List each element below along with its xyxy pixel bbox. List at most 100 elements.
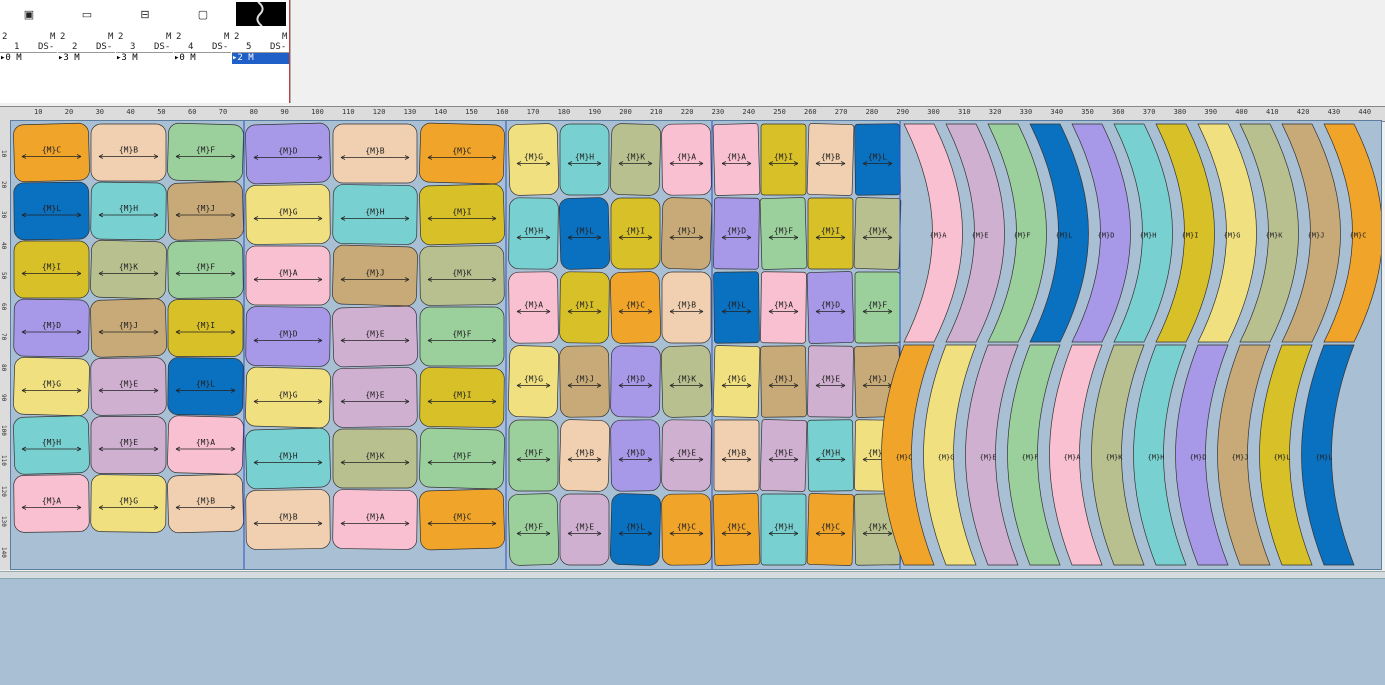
garment-piece[interactable]: {M}B (558, 419, 611, 492)
marker-layout-canvas[interactable]: {M}C {M}B {M}F {M}L {M}H {M}J {M}I {M}K {M}F {M}D… (11, 121, 1383, 569)
garment-piece[interactable]: {M}I (167, 299, 244, 357)
style-count[interactable]: ▸3 M (116, 52, 173, 64)
garment-piece[interactable]: {M}K (609, 123, 662, 196)
garment-piece[interactable]: {M}H (508, 197, 559, 270)
garment-piece[interactable]: {M}C (419, 122, 505, 185)
garment-piece[interactable]: {M}G (90, 474, 167, 533)
garment-piece[interactable]: {M}H (13, 415, 90, 475)
garment-piece[interactable]: {M}C (609, 271, 662, 344)
curved-strip-piece[interactable]: {M}E (965, 344, 1019, 566)
garment-piece[interactable]: {M}J (90, 298, 167, 358)
style-count[interactable]: ▸3 M (58, 52, 115, 64)
garment-piece[interactable]: {M}I (419, 367, 505, 428)
garment-piece[interactable]: {M}D (13, 298, 90, 358)
garment-piece[interactable]: {M}A (13, 474, 90, 533)
garment-piece[interactable]: {M}I (807, 197, 854, 270)
garment-piece[interactable]: {M}J (332, 244, 418, 307)
garment-piece[interactable]: {M}K (853, 197, 902, 270)
marker-layout-board[interactable]: {M}C {M}B {M}F {M}L {M}H {M}J {M}I {M}K {M}F {M}D… (10, 120, 1383, 570)
curved-strip-piece[interactable]: {M}A (1049, 344, 1103, 566)
garment-piece[interactable]: {M}E (90, 357, 167, 416)
garment-piece[interactable]: {M}D (610, 345, 661, 418)
style-count[interactable]: ▸0 M (174, 52, 231, 64)
curved-strip-piece[interactable]: {M}L (1029, 123, 1089, 343)
garment-piece[interactable]: {M}F (759, 197, 808, 270)
curved-strip-piece[interactable]: {M}D (1071, 123, 1131, 343)
garment-piece[interactable]: {M}K (419, 245, 505, 306)
curved-strip-piece[interactable]: {M}E (945, 123, 1005, 343)
garment-piece[interactable]: {M}H (90, 181, 167, 241)
garment-piece[interactable]: {M}J (660, 197, 713, 270)
garment-piece[interactable]: {M}C (419, 488, 505, 551)
style-cell-2[interactable]: ▭ 2 M 2 DS- ▸3 M (58, 0, 117, 103)
garment-piece[interactable]: {M}F (507, 493, 560, 566)
curved-strip-piece[interactable]: {M}D (1175, 344, 1229, 566)
garment-piece[interactable]: {M}L (854, 123, 901, 196)
garment-piece[interactable]: {M}I (13, 240, 90, 299)
curved-strip-piece[interactable]: {M}F (1007, 344, 1061, 566)
curved-strip-piece[interactable]: {M}L (1301, 344, 1355, 566)
garment-piece[interactable]: {M}A (508, 271, 559, 344)
garment-piece[interactable]: {M}E (759, 419, 808, 492)
garment-piece[interactable]: {M}D (806, 271, 855, 344)
style-cell-3[interactable]: ⊟ 2 M 3 DS- ▸3 M (116, 0, 175, 103)
garment-piece[interactable]: {M}A (760, 271, 807, 344)
garment-piece[interactable]: {M}G (245, 366, 331, 429)
garment-piece[interactable]: {M}A (245, 245, 331, 306)
garment-piece[interactable]: {M}G (507, 345, 560, 418)
garment-piece[interactable]: {M}C (712, 493, 761, 566)
garment-piece[interactable]: {M}D (610, 419, 661, 492)
curved-strip-piece[interactable]: {M}C (881, 344, 935, 566)
curved-strip-piece[interactable]: {M}H (1113, 123, 1173, 343)
garment-piece[interactable]: {M}I (760, 123, 807, 196)
curved-strip-piece[interactable]: {M}A (903, 123, 963, 343)
garment-piece[interactable]: {M}D (245, 306, 331, 367)
garment-piece[interactable]: {M}G (507, 123, 560, 196)
garment-piece[interactable]: {M}F (508, 419, 559, 492)
curved-strip-piece[interactable]: {M}K (1239, 123, 1299, 343)
garment-piece[interactable]: {M}I (559, 271, 610, 344)
garment-piece[interactable]: {M}H (332, 184, 418, 245)
garment-piece[interactable]: {M}A (167, 415, 244, 475)
garment-piece[interactable]: {M}G (712, 345, 761, 418)
garment-piece[interactable]: {M}E (559, 493, 610, 566)
garment-piece[interactable]: {M}K (660, 345, 713, 418)
garment-piece[interactable]: {M}H (559, 123, 610, 196)
garment-piece[interactable]: {M}E (90, 416, 167, 474)
garment-piece[interactable]: {M}G (13, 356, 90, 417)
garment-piece[interactable]: {M}C (806, 493, 855, 566)
garment-piece[interactable]: {M}I (419, 183, 505, 246)
garment-piece[interactable]: {M}B (245, 489, 331, 550)
curved-strip-piece[interactable]: {M}L (1259, 344, 1313, 566)
garment-piece[interactable]: {M}J (760, 345, 807, 418)
curved-strip-piece[interactable]: {M}I (1155, 123, 1215, 343)
garment-piece[interactable]: {M}J (167, 181, 244, 241)
garment-piece[interactable]: {M}L (609, 493, 662, 566)
garment-piece[interactable]: {M}B (806, 123, 855, 196)
unplaced-pieces-area[interactable] (0, 578, 1385, 685)
curved-strip-piece[interactable]: {M}K (1091, 344, 1145, 566)
style-count[interactable]: ▸0 M (0, 52, 57, 64)
garment-piece[interactable]: {M}A (712, 123, 761, 196)
garment-piece[interactable]: {M}E (332, 367, 418, 428)
style-cell-5[interactable]: 2 M 5 DS- ▸2 M (232, 0, 291, 103)
curved-strip-piece[interactable]: {M}H (1133, 344, 1187, 566)
garment-piece[interactable]: {M}J (559, 345, 610, 418)
garment-piece[interactable]: {M}D (713, 197, 760, 270)
garment-piece[interactable]: {M}A (661, 123, 712, 196)
garment-piece[interactable]: {M}K (332, 428, 418, 489)
garment-piece[interactable]: {M}A (332, 489, 418, 550)
square-icon[interactable]: ▢ (197, 8, 209, 21)
curved-strip-icon[interactable] (232, 0, 290, 28)
split-rect-icon[interactable]: ⊟ (140, 8, 150, 21)
garment-piece[interactable]: {M}B (167, 473, 244, 534)
garment-piece[interactable]: {M}H (807, 419, 854, 492)
garment-piece[interactable]: {M}E (807, 345, 854, 418)
style-count[interactable]: ▸2 M (232, 52, 289, 64)
curved-strip-piece[interactable]: {M}J (1281, 123, 1341, 343)
garment-piece[interactable]: {M}G (245, 184, 331, 245)
garment-piece[interactable]: {M}F (854, 271, 901, 344)
garment-piece[interactable]: {M}K (90, 239, 167, 300)
garment-piece[interactable]: {M}E (332, 305, 418, 368)
garment-piece[interactable]: {M}C (13, 122, 90, 183)
